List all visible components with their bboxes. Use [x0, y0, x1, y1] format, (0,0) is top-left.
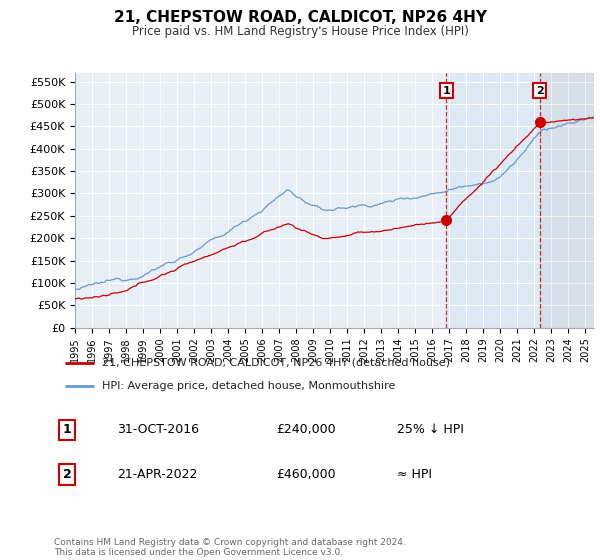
Bar	[446, 73, 594, 328]
Text: 21, CHEPSTOW ROAD, CALDICOT, NP26 4HY: 21, CHEPSTOW ROAD, CALDICOT, NP26 4HY	[113, 10, 487, 25]
Text: 2: 2	[63, 468, 71, 481]
Text: 25% ↓ HPI: 25% ↓ HPI	[397, 423, 464, 436]
Text: ≈ HPI: ≈ HPI	[397, 468, 432, 481]
Text: 1: 1	[443, 86, 451, 96]
Text: £240,000: £240,000	[276, 423, 335, 436]
Text: Price paid vs. HM Land Registry's House Price Index (HPI): Price paid vs. HM Land Registry's House …	[131, 25, 469, 38]
Text: HPI: Average price, detached house, Monmouthshire: HPI: Average price, detached house, Monm…	[101, 381, 395, 391]
Text: 2: 2	[536, 86, 544, 96]
Text: £460,000: £460,000	[276, 468, 335, 481]
Text: 31-OCT-2016: 31-OCT-2016	[118, 423, 199, 436]
Text: 1: 1	[63, 423, 71, 436]
Text: 21-APR-2022: 21-APR-2022	[118, 468, 198, 481]
Bar	[539, 73, 594, 328]
Text: 21, CHEPSTOW ROAD, CALDICOT, NP26 4HY (detached house): 21, CHEPSTOW ROAD, CALDICOT, NP26 4HY (d…	[101, 358, 449, 367]
Text: Contains HM Land Registry data © Crown copyright and database right 2024.
This d: Contains HM Land Registry data © Crown c…	[54, 538, 406, 557]
